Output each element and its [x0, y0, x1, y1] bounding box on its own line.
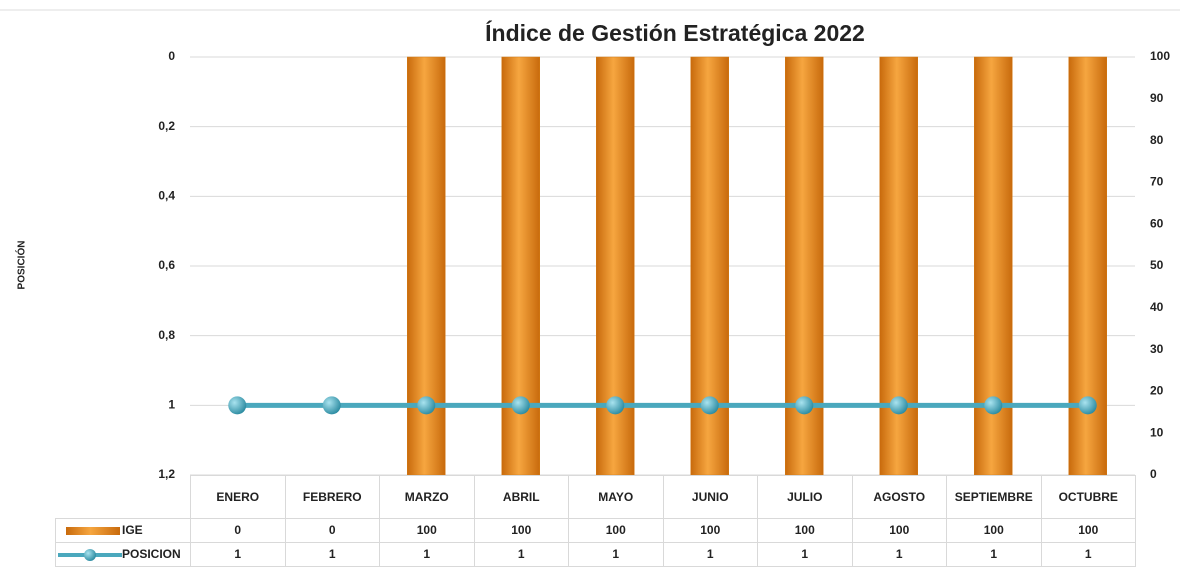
table-value: 0 [284, 518, 380, 543]
category-label: ABRIL [473, 475, 569, 519]
marker [511, 396, 530, 415]
y-tick-label: 0,4 [158, 189, 175, 203]
marker [889, 396, 908, 415]
category-label: SEPTIEMBRE [946, 475, 1042, 519]
table-value: 100 [568, 518, 664, 543]
category-label: MAYO [568, 475, 664, 519]
table-value: 1 [190, 542, 286, 567]
table-value: 100 [473, 518, 569, 543]
series-row: IGE 0 0 100 100 100 100 100 100 100 100 [55, 518, 1136, 543]
y-tick-label: 0,6 [158, 258, 175, 272]
table-value: 100 [851, 518, 947, 543]
chart-title: Índice de Gestión Estratégica 2022 [485, 19, 865, 46]
legend-swatch [66, 526, 120, 535]
series-row: POSICION 1 1 1 1 1 1 1 1 1 1 [55, 542, 1136, 567]
legend-cell: POSICION [55, 542, 191, 567]
table-value: 0 [190, 518, 286, 543]
table-value: 100 [757, 518, 853, 543]
y-tick-label: 0,8 [158, 328, 175, 342]
y2-tick-label: 10 [1150, 425, 1164, 439]
category-label: AGOSTO [851, 475, 947, 519]
category-label: OCTUBRE [1040, 475, 1136, 519]
table-value: 1 [757, 542, 853, 567]
table-value: 1 [946, 542, 1042, 567]
table-value: 1 [662, 542, 758, 567]
table-value: 100 [1040, 518, 1136, 543]
y2-tick-label: 80 [1150, 133, 1164, 147]
category-label: JUNIO [662, 475, 758, 519]
table-value: 1 [284, 542, 380, 567]
table-value: 100 [946, 518, 1042, 543]
legend-label: IGE [122, 523, 143, 537]
legend-dot [84, 548, 96, 561]
y2-tick-label: 30 [1150, 342, 1164, 356]
marker [322, 396, 341, 415]
marker [795, 396, 814, 415]
category-label: FEBRERO [284, 475, 380, 519]
marker [417, 396, 436, 415]
y-tick-label: 1,2 [158, 467, 175, 481]
marker [1078, 396, 1097, 415]
data-table: ENERO FEBRERO MARZO ABRIL MAYO JUNIO JULIO AGOS… [55, 475, 1136, 567]
marker [228, 396, 247, 415]
y-tick-label: 1 [168, 398, 175, 412]
y2-tick-label: 70 [1150, 175, 1164, 189]
table-value: 100 [662, 518, 758, 543]
legend-swatch [58, 548, 122, 561]
legend-bar [66, 526, 120, 535]
table-value: 1 [379, 542, 475, 567]
y2-tick-label: 60 [1150, 216, 1164, 230]
category-label: MARZO [379, 475, 475, 519]
table-value: 1 [473, 542, 569, 567]
y-axis-label: POSICIÓN [15, 241, 28, 290]
table-value: 1 [851, 542, 947, 567]
y2-tick-label: 0 [1150, 467, 1157, 481]
category-label: ENERO [190, 475, 286, 519]
category-label: JULIO [757, 475, 853, 519]
y-tick-label: 0 [168, 49, 175, 63]
y2-tick-label: 90 [1150, 91, 1164, 105]
marker [700, 396, 719, 415]
table-value: 100 [379, 518, 475, 543]
legend-label: POSICION [122, 547, 181, 561]
header-row: ENERO FEBRERO MARZO ABRIL MAYO JUNIO JULIO AGOS… [56, 475, 1136, 519]
y2-tick-label: 40 [1150, 300, 1164, 314]
marker [606, 396, 625, 415]
y2-tick-label: 20 [1150, 384, 1164, 398]
y2-tick-label: 50 [1150, 258, 1164, 272]
table-value: 1 [1040, 542, 1136, 567]
table-value: 1 [568, 542, 664, 567]
y-tick-label: 0,2 [158, 119, 175, 133]
marker [984, 396, 1003, 415]
corner-cell [56, 476, 191, 519]
legend-cell: IGE [55, 518, 191, 543]
y2-tick-label: 100 [1150, 49, 1170, 63]
